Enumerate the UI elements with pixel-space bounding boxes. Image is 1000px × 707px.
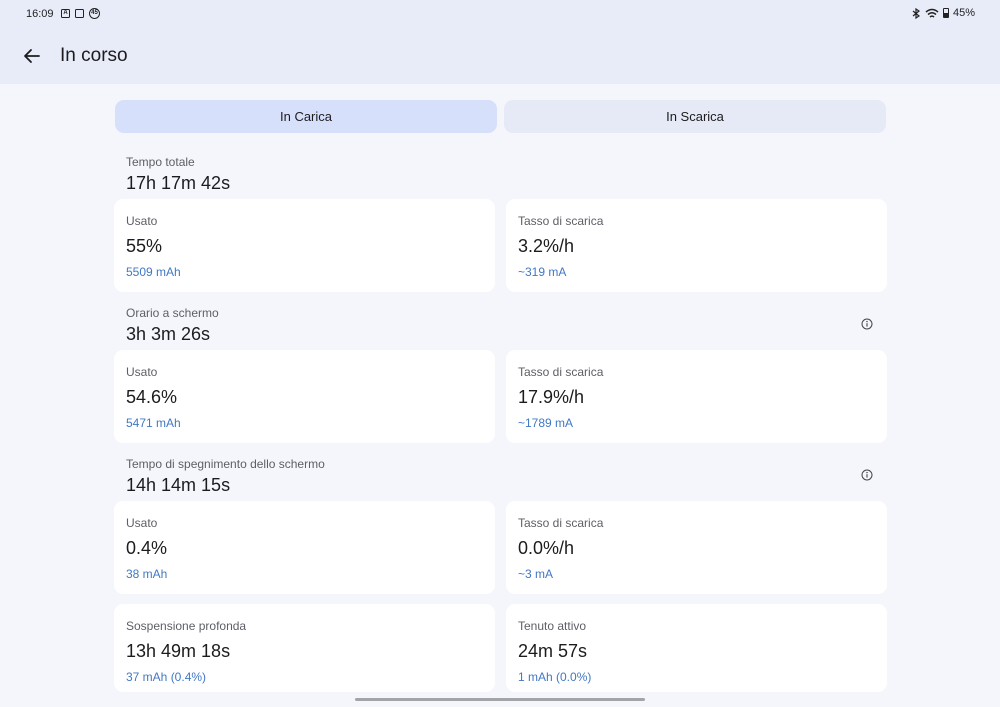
card-total-used: Usato 55% 5509 mAh — [114, 199, 495, 292]
top-app-bar: 16:09 A 45 45% In corso — [0, 0, 1000, 84]
section-total-label: Tempo totale — [126, 155, 195, 169]
bluetooth-icon — [912, 7, 920, 19]
card-sub-value: ~319 mA — [518, 265, 567, 279]
card-sub-value: 1 mAh (0.0%) — [518, 670, 592, 684]
card-value: 0.4% — [126, 538, 168, 558]
notification-a-icon: A — [61, 9, 70, 18]
card-screen-off-discharge-rate: Tasso di scarica 0.0%/h ~3 mA — [506, 501, 887, 594]
info-icon[interactable] — [861, 469, 873, 481]
wifi-icon — [925, 8, 939, 18]
back-arrow-icon[interactable] — [20, 44, 44, 68]
card-label: Tasso di scarica — [518, 214, 604, 228]
card-deep-sleep: Sospensione profonda 13h 49m 18s 37 mAh … — [114, 604, 495, 692]
card-sub-value: 5509 mAh — [126, 265, 181, 279]
page-title: In corso — [60, 45, 128, 66]
card-screen-on-used: Usato 54.6% 5471 mAh — [114, 350, 495, 443]
notification-window-icon — [75, 9, 84, 18]
card-label: Usato — [126, 214, 158, 228]
card-value: 3.2%/h — [518, 236, 575, 256]
card-value: 24m 57s — [518, 641, 588, 661]
tab-in-carica[interactable]: In Carica — [115, 100, 497, 133]
card-value: 13h 49m 18s — [126, 641, 231, 661]
card-value: 55% — [126, 236, 163, 256]
card-screen-on-discharge-rate: Tasso di scarica 17.9%/h ~1789 mA — [506, 350, 887, 443]
section-screen-off-value: 14h 14m 15s — [126, 475, 231, 495]
card-value: 17.9%/h — [518, 387, 585, 407]
section-screen-on-label: Orario a schermo — [126, 306, 219, 320]
card-total-discharge-rate: Tasso di scarica 3.2%/h ~319 mA — [506, 199, 887, 292]
card-kept-awake: Tenuto attivo 24m 57s 1 mAh (0.0%) — [506, 604, 887, 692]
notification-count-badge: 45 — [89, 8, 100, 19]
card-sub-value: 5471 mAh — [126, 416, 181, 430]
tab-in-scarica[interactable]: In Scarica — [504, 100, 886, 133]
card-sub-value: 37 mAh (0.4%) — [126, 670, 207, 684]
section-screen-on-value: 3h 3m 26s — [126, 324, 211, 344]
battery-percent: 45% — [952, 7, 975, 19]
status-time: 16:09 — [26, 8, 54, 20]
info-icon[interactable] — [861, 318, 873, 330]
card-sub-value: ~3 mA — [518, 567, 554, 581]
card-sub-value: 38 mAh — [126, 567, 168, 581]
home-gesture-bar[interactable] — [355, 698, 645, 701]
card-sub-value: ~1789 mA — [518, 416, 574, 430]
card-label: Tenuto attivo — [518, 619, 587, 633]
card-value: 54.6% — [126, 387, 178, 407]
card-label: Tasso di scarica — [518, 365, 604, 379]
card-label: Usato — [126, 516, 158, 530]
section-total-value: 17h 17m 42s — [126, 173, 231, 193]
battery-icon — [942, 8, 949, 18]
card-label: Tasso di scarica — [518, 516, 604, 530]
card-value: 0.0%/h — [518, 538, 575, 558]
section-screen-off-label: Tempo di spegnimento dello schermo — [126, 457, 325, 471]
card-label: Usato — [126, 365, 158, 379]
card-label: Sospensione profonda — [126, 619, 247, 633]
card-screen-off-used: Usato 0.4% 38 mAh — [114, 501, 495, 594]
status-notification-icons: A 45 — [61, 8, 100, 19]
status-system-icons: 45% — [912, 7, 975, 19]
mode-tabs: In Carica In Scarica — [115, 100, 886, 133]
